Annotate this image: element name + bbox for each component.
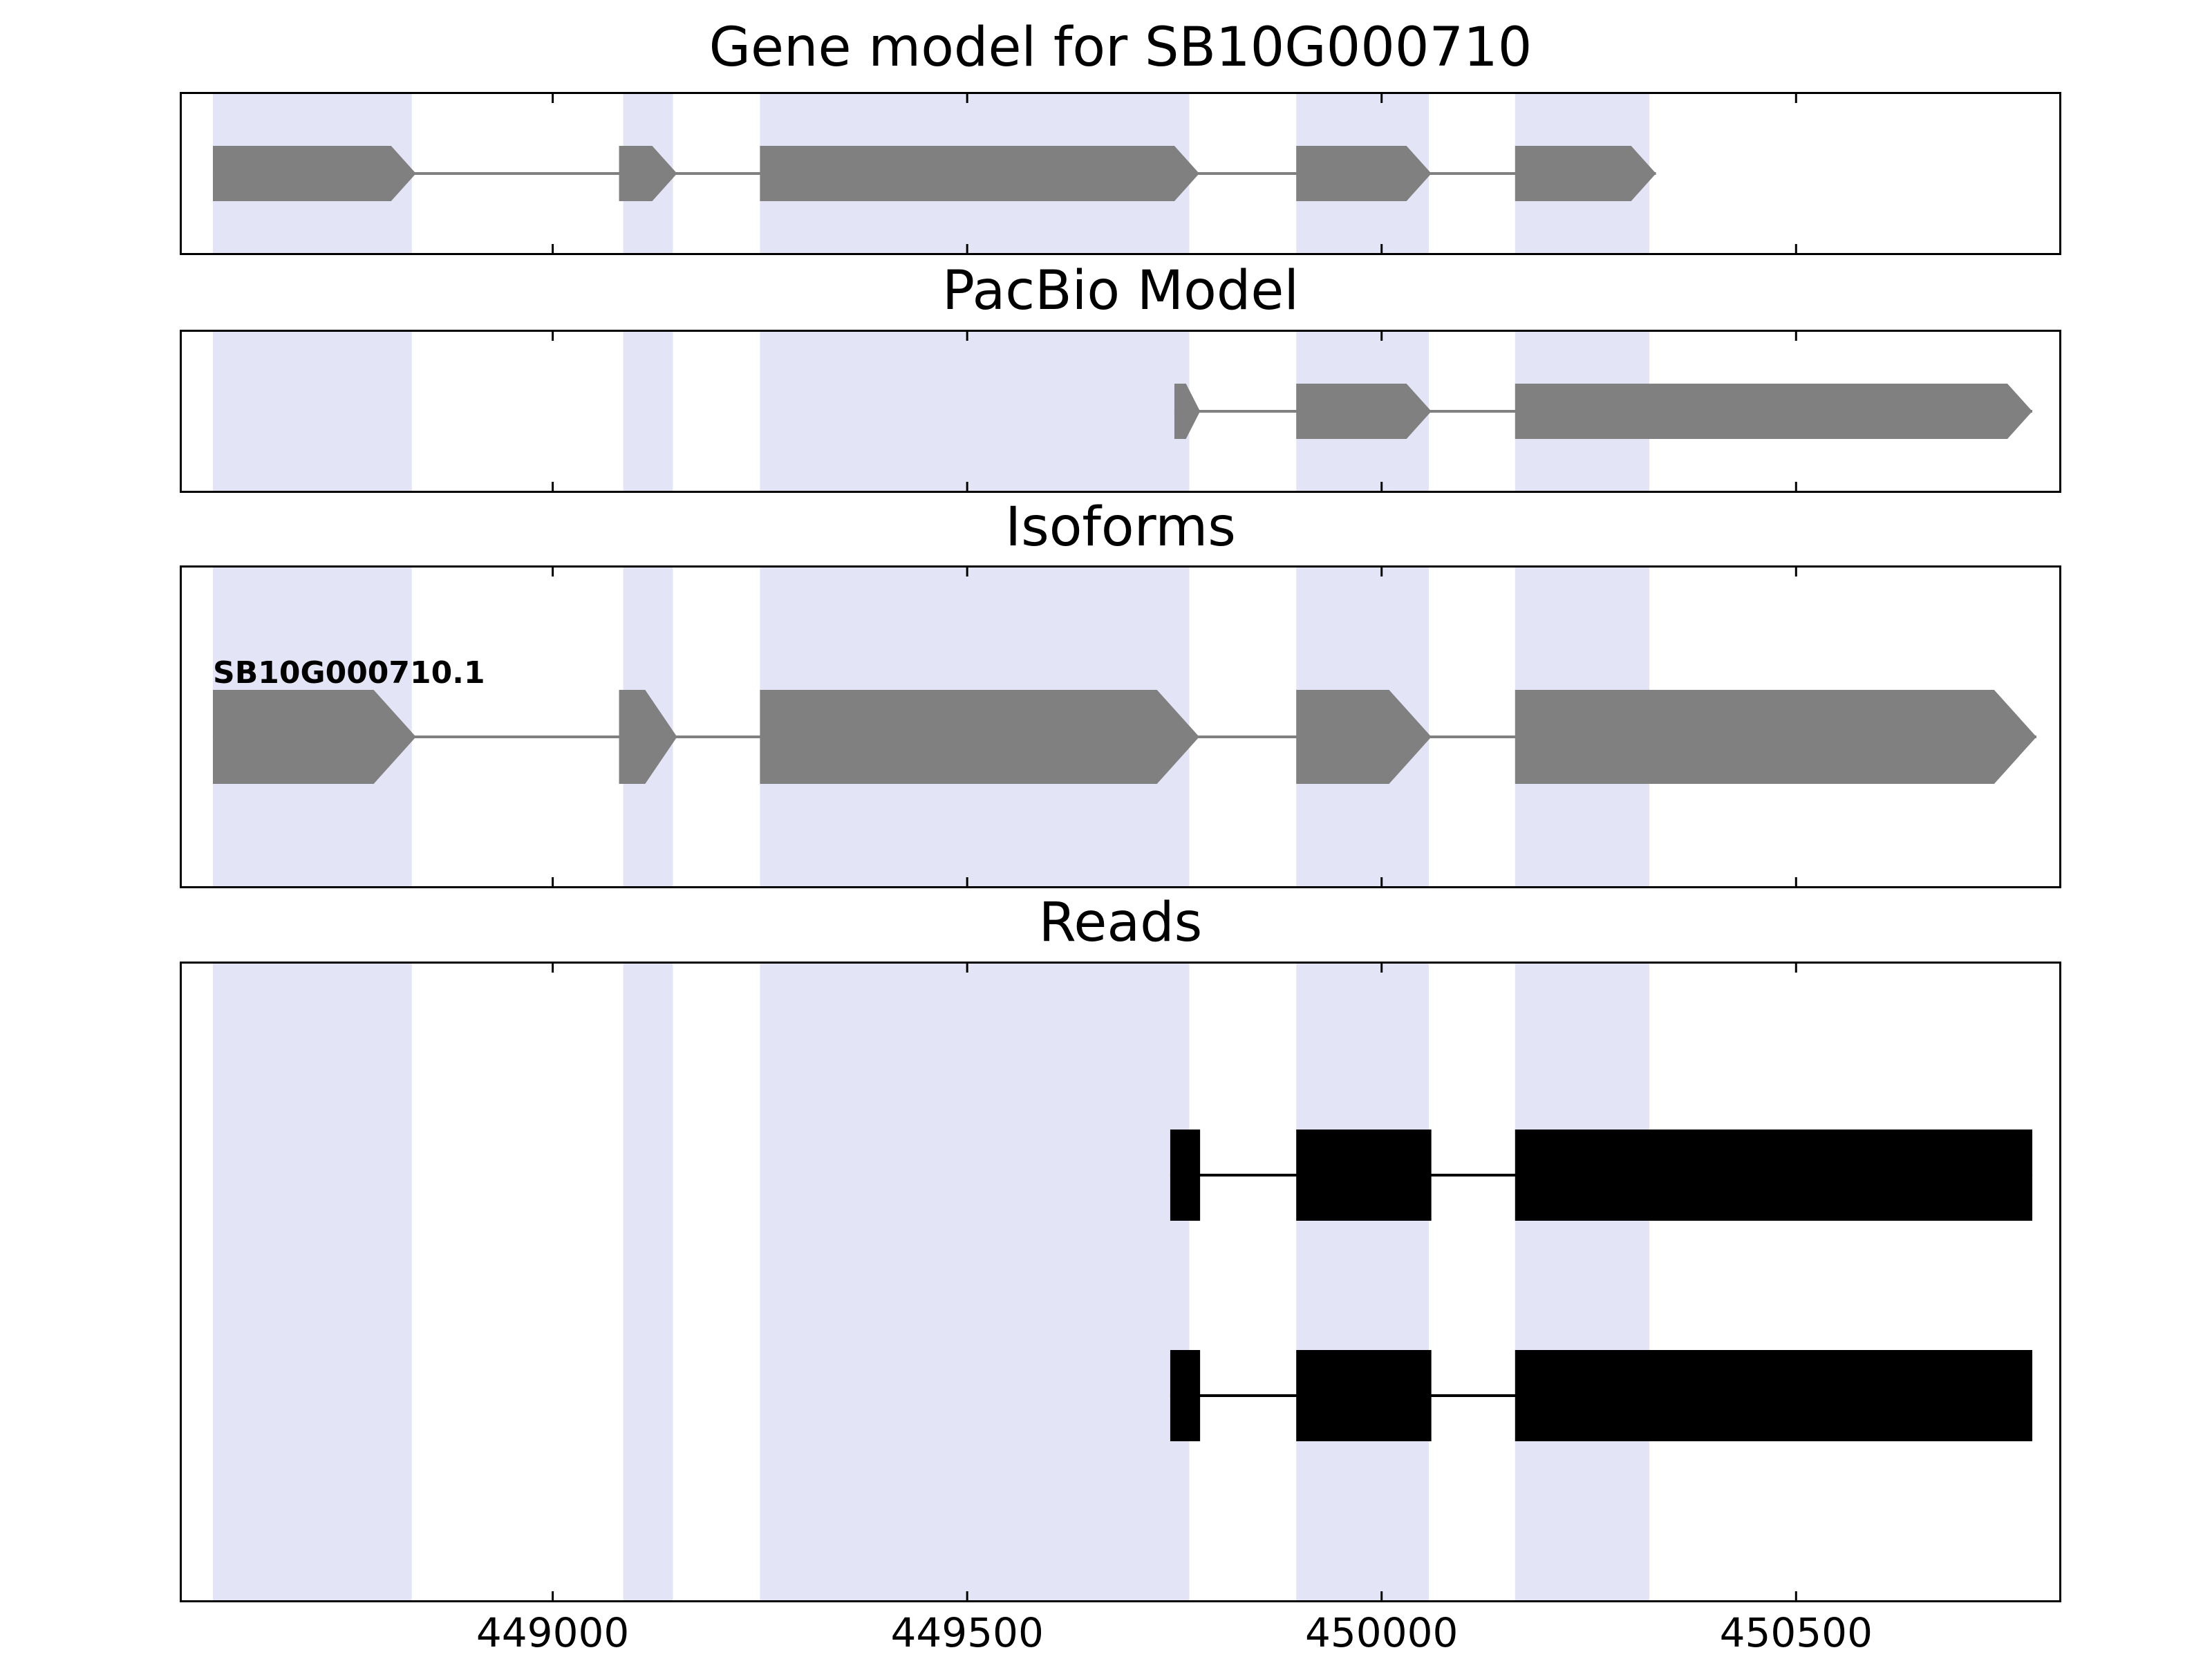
read-block [1515, 1350, 2033, 1441]
highlight-band [623, 962, 673, 1602]
exon [1174, 384, 1201, 439]
highlight-band [212, 330, 412, 493]
panel-border [180, 962, 2061, 1602]
panel-isoforms-canvas [180, 565, 2061, 888]
panel-gene-model-track [180, 92, 2061, 255]
exon [760, 146, 1199, 201]
highlight-band [1296, 962, 1430, 1602]
read-block [1170, 1350, 1201, 1441]
panel-reads-track [180, 962, 2061, 1602]
panel-title-pacbio-model: PacBio Model [941, 260, 1300, 322]
exon [1296, 146, 1432, 201]
x-tick-label: 450000 [1305, 1609, 1459, 1656]
exon [1515, 146, 1656, 201]
panel-border [180, 330, 2061, 493]
panel-title-reads: Reads [1038, 892, 1203, 954]
panel-reads-canvas [180, 962, 2061, 1602]
panel-title-isoforms: Isoforms [1005, 496, 1236, 559]
panel-border [180, 565, 2061, 888]
panel-border [180, 92, 2061, 255]
x-tick-label: 449000 [476, 1609, 630, 1656]
panel-pacbio-model-track [180, 330, 2061, 493]
highlight-band [623, 330, 673, 493]
panel-gene-canvas [180, 92, 2061, 255]
isoform-transcript-label: SB10G000710.1 [213, 655, 485, 691]
highlight-band [1515, 962, 1650, 1602]
panel-pacbio-canvas [180, 330, 2061, 493]
exon [1296, 384, 1432, 439]
exon [619, 146, 677, 201]
read-block [1296, 1130, 1432, 1221]
read-block [1296, 1350, 1432, 1441]
x-tick-label: 450500 [1719, 1609, 1873, 1656]
read-block [1515, 1130, 2033, 1221]
exon [619, 690, 677, 784]
exon [760, 690, 1199, 784]
exon [1515, 384, 2033, 439]
exon [212, 690, 416, 784]
exon [1296, 690, 1432, 784]
x-tick-label: 449500 [890, 1609, 1044, 1656]
highlight-band [760, 962, 1190, 1602]
read-block [1170, 1130, 1201, 1221]
highlight-band [760, 330, 1190, 493]
exon [1515, 690, 2037, 784]
exon [212, 146, 416, 201]
panel-title-gene-model: Gene model for SB10G000710 [709, 17, 1533, 79]
panel-isoforms-track [180, 565, 2061, 888]
highlight-band [212, 962, 412, 1602]
